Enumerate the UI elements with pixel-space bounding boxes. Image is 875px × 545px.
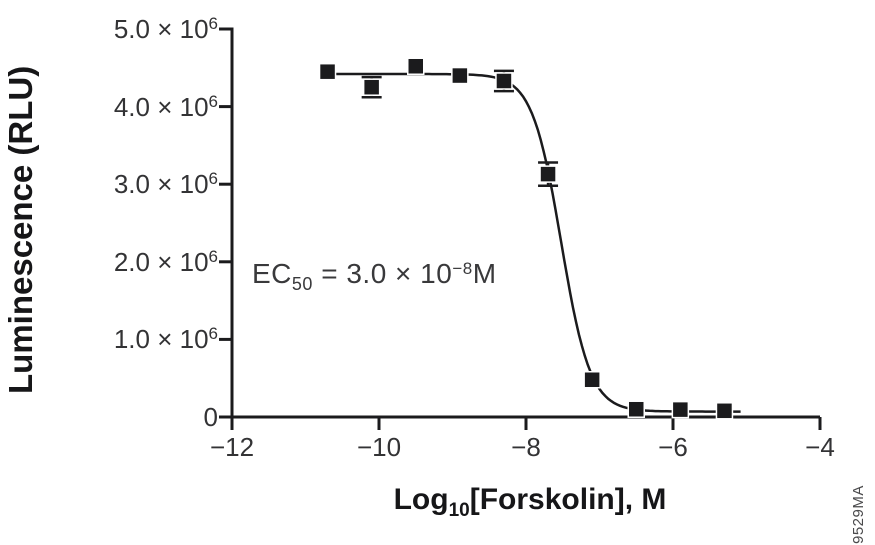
y-tick-label: 0 [203,402,218,432]
figure-id-watermark: 9529MA [850,485,867,544]
y-tick-exponent: 6 [208,91,218,111]
data-point-marker [318,62,337,81]
fit-curve [326,72,741,413]
y-tick-label: 2.0 × 106 [113,246,218,277]
y-tick-label: 3.0 × 106 [113,169,218,200]
y-tick-exponent: 6 [208,246,218,266]
x-tick-label: −8 [511,432,541,462]
x-axis-title-subscript: 10 [448,500,470,521]
x-tick-label: −10 [356,432,402,462]
x-axis-title: Log10[Forskolin], M [393,483,667,520]
data-point-marker [495,72,513,90]
y-tick-exponent: 6 [208,324,218,344]
ec50-annotation-exponent: −8 [452,259,473,278]
data-point-marker [583,371,601,389]
ec50-annotation-pre: EC [252,258,292,289]
data-point-marker [451,66,469,85]
x-axis-title-post: [Forskolin], M [469,483,667,516]
axis-lines [230,27,820,419]
y-tick-exponent: 6 [208,14,218,33]
data-point-marker [407,57,425,75]
y-tick-label: 5.0 × 106 [113,14,218,44]
x-axis-title-pre: Log [393,483,449,516]
data-point-marker [715,402,734,420]
ec50-annotation-unit: M [472,258,497,289]
ec50-annotation: EC50 = 3.0 × 10−8M [252,258,497,293]
y-tick-label: 4.0 × 106 [113,91,218,122]
data-point-marker [627,400,645,418]
x-tick-label: −6 [658,432,688,462]
y-axis-title: Luminescence (RLU) [2,65,39,395]
x-tick-label: −12 [209,432,255,462]
data-point-marker [671,400,690,419]
ec50-annotation-subscript: 50 [291,274,313,294]
data-point-marker [539,165,557,183]
ec50-annotation-value: = 3.0 × 10 [312,258,453,289]
data-point-marker [362,78,381,96]
x-tick-label: −4 [805,432,835,462]
y-tick-label: 1.0 × 106 [113,324,218,355]
y-tick-exponent: 6 [208,169,218,189]
